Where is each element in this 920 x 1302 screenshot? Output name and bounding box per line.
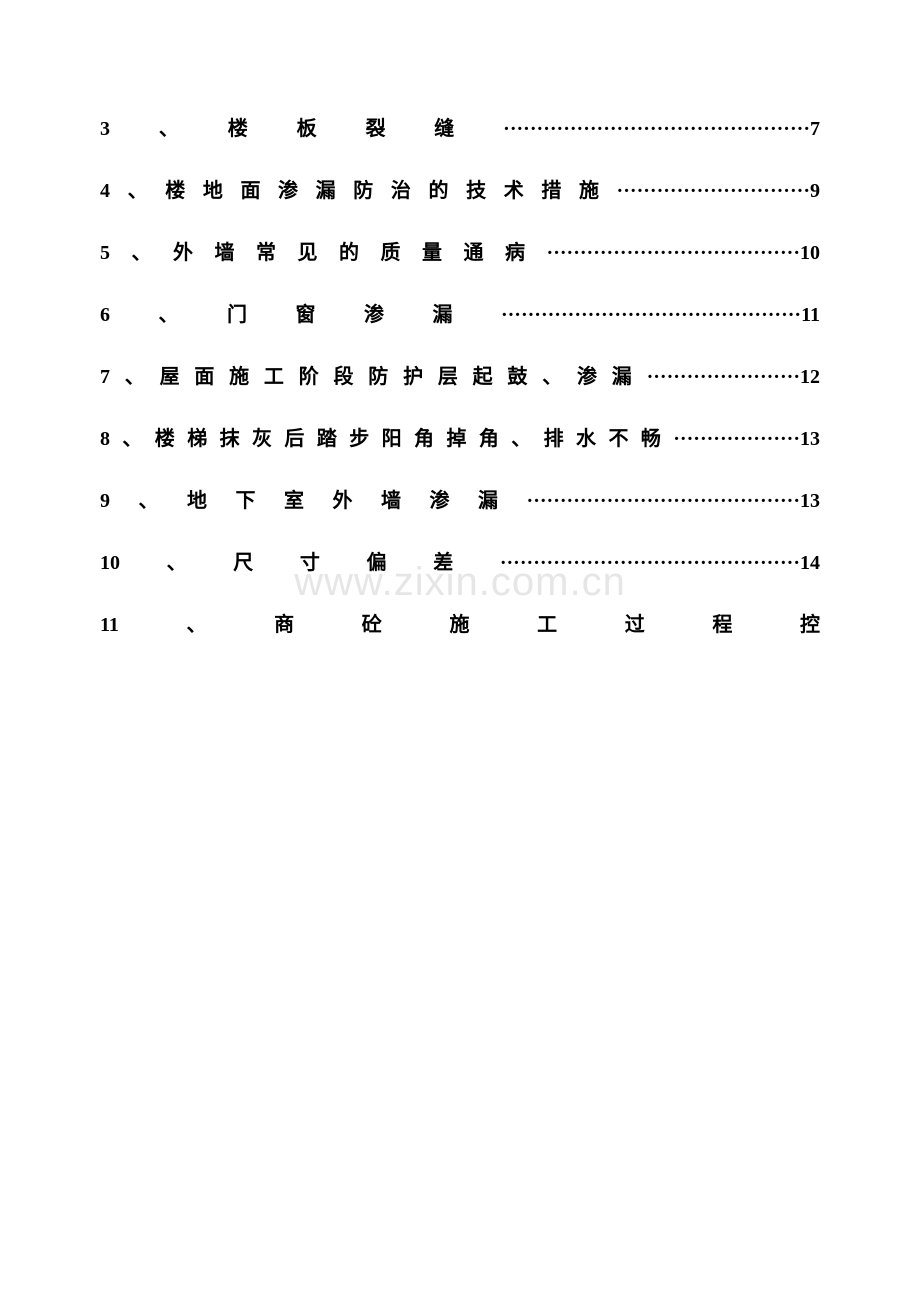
toc-entry: 8、楼梯抹灰后踏步阳角掉角、排水不畅···················13 [100, 410, 820, 468]
toc-entry: 4、楼地面渗漏防治的技术措施··························… [100, 162, 820, 220]
toc-entry: 11、商砼施工过程控 [100, 596, 820, 654]
toc-entry: 7、屋面施工阶段防护层起鼓、渗漏·······················1… [100, 348, 820, 406]
toc-container: 3、楼板裂缝··································… [100, 100, 820, 654]
toc-entry: 5、外墙常见的质量通病·····························… [100, 224, 820, 282]
toc-entry: 10、尺寸偏差·································… [100, 534, 820, 592]
page-content: 3、楼板裂缝··································… [0, 0, 920, 654]
toc-entry: 9、地下室外墙渗漏·······························… [100, 472, 820, 530]
toc-entry: 3、楼板裂缝··································… [100, 100, 820, 158]
toc-entry: 6、门窗渗漏··································… [100, 286, 820, 344]
